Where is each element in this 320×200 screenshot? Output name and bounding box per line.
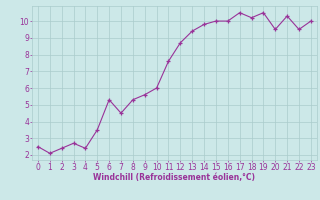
X-axis label: Windchill (Refroidissement éolien,°C): Windchill (Refroidissement éolien,°C) [93,173,255,182]
